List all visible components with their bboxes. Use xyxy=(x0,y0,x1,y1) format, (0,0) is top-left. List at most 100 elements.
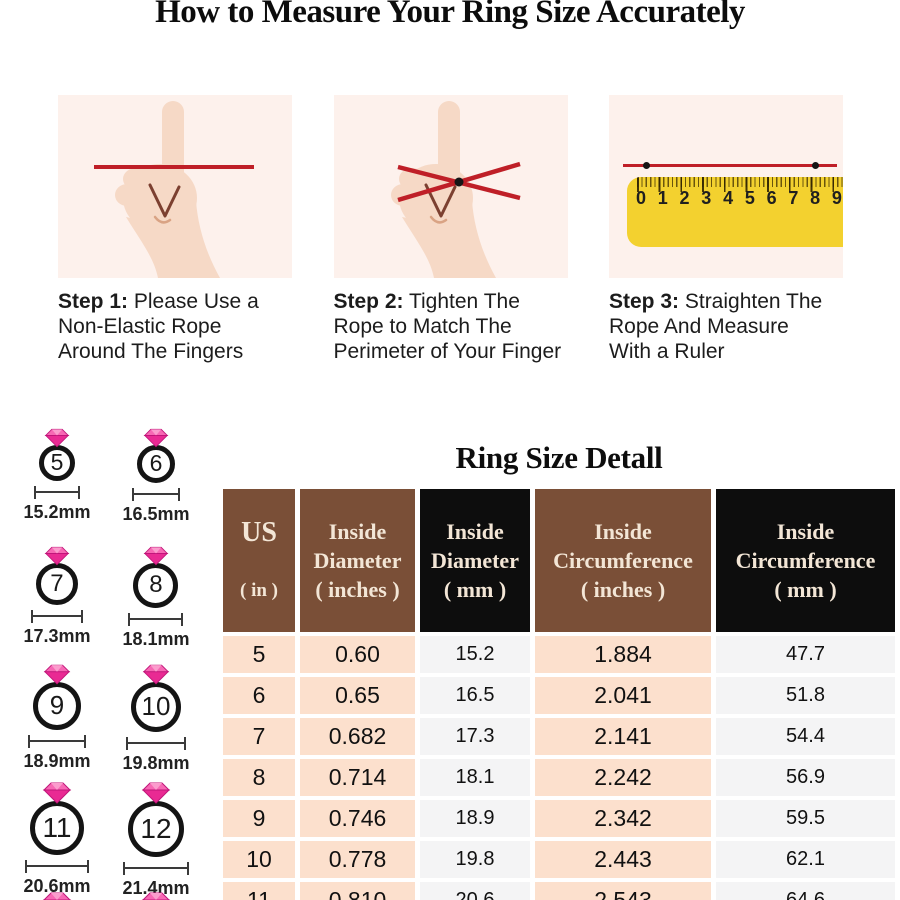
table-row: 9 0.746 18.9 2.342 59.5 xyxy=(223,799,895,837)
hand-illustration xyxy=(115,100,220,278)
step-1-illustration-panel xyxy=(58,94,292,278)
ring-circle: 12 xyxy=(127,800,184,857)
cell-us: 11 xyxy=(223,881,295,900)
ruler-number: 4 xyxy=(723,187,734,208)
cell-diameter-mm: 16.5 xyxy=(420,676,530,714)
ruler-number: 6 xyxy=(766,187,777,208)
ring-circle: 9 xyxy=(32,681,81,730)
ring-diameter-label: 17.3mm xyxy=(23,625,91,646)
step-3-text: Straighten The Rope And Measure With a R… xyxy=(609,289,823,363)
ring-circle: 7 xyxy=(35,562,78,605)
table-row: 7 0.682 17.3 2.141 54.4 xyxy=(223,717,895,755)
cell-diameter-inches: 0.65 xyxy=(300,676,415,714)
diameter-bracket xyxy=(125,736,186,750)
thumb-crease xyxy=(429,215,447,224)
cell-diameter-inches: 0.682 xyxy=(300,717,415,755)
column-header-inside-circumference-mm: Inside Circumference ( mm ) xyxy=(716,488,895,632)
cell-us: 10 xyxy=(223,840,295,878)
ruler-number: 5 xyxy=(744,187,755,208)
step-2-text: Tighten The Rope to Match The Perimeter … xyxy=(333,289,562,363)
cell-circumference-inches: 1.884 xyxy=(535,635,711,673)
cell-us: 5 xyxy=(223,635,295,673)
ring-illustration-row: 11 20.6mm 12 21.4mm xyxy=(0,782,218,900)
ring-size-10: 10 19.8mm xyxy=(122,664,190,774)
cell-us: 7 xyxy=(223,717,295,755)
measuring-steps: Step 1: Please Use a Non-Elastic Rope Ar… xyxy=(0,94,900,385)
step-2: Step 2: Tighten The Rope to Match The Pe… xyxy=(333,94,568,385)
column-header-inside-diameter-mm: Inside Diameter ( mm ) xyxy=(420,488,530,632)
diamond-icon xyxy=(143,546,169,565)
size-chart: Ring Size Detall US ( in ) Inside Diamet… xyxy=(218,413,900,900)
ring-size-number: 6 xyxy=(149,450,163,477)
cell-diameter-mm: 18.9 xyxy=(420,799,530,837)
ring-diameter-label: 21.4mm xyxy=(122,877,190,898)
cell-diameter-mm: 15.2 xyxy=(420,635,530,673)
step-2-caption: Step 2: Tighten The Rope to Match The Pe… xyxy=(334,289,593,364)
ring-size-8: 8 18.1mm xyxy=(122,546,190,650)
ring-diameter-label: 16.5mm xyxy=(122,503,190,524)
diamond-icon xyxy=(44,546,70,565)
ruler-number: 2 xyxy=(679,187,690,208)
step-1-text: Please Use a Non-Elastic Rope Around The… xyxy=(58,289,259,363)
ring-size-number: 8 xyxy=(149,571,163,599)
cell-us: 6 xyxy=(223,676,295,714)
ring-size-number: 9 xyxy=(49,690,65,721)
ring-diameter-label: 19.8mm xyxy=(122,752,190,773)
cell-circumference-mm: 47.7 xyxy=(716,635,895,673)
size-chart-title: Ring Size Detall xyxy=(455,439,663,475)
cell-diameter-mm: 17.3 xyxy=(420,717,530,755)
cell-diameter-mm: 20.6 xyxy=(420,881,530,900)
finger-crease xyxy=(424,183,456,218)
diamond-icon xyxy=(42,782,72,804)
rope-end-dot xyxy=(812,161,819,169)
cell-circumference-inches: 2.342 xyxy=(535,799,711,837)
diamond-icon xyxy=(142,664,170,685)
step-3: 0 1 2 3 4 5 6 7 8 9 Step 3: Straighten T… xyxy=(609,94,843,385)
ring-size-12: 12 21.4mm xyxy=(122,782,190,899)
step-2-illustration-panel xyxy=(333,94,568,278)
step-1-caption: Step 1: Please Use a Non-Elastic Rope Ar… xyxy=(58,289,317,364)
ring-illustration-row: 9 18.9mm 10 19.8mm xyxy=(0,664,218,782)
cell-circumference-inches: 2.443 xyxy=(535,840,711,878)
rope-line xyxy=(623,163,837,168)
rope-knot-dot xyxy=(454,177,463,187)
step-3-caption: Step 3: Straighten The Rope And Measure … xyxy=(609,289,868,364)
column-header-inside-diameter-inches: Inside Diameter ( inches ) xyxy=(300,488,415,632)
diameter-bracket xyxy=(128,612,184,626)
rope-end-dot xyxy=(643,161,650,169)
cell-diameter-inches: 0.714 xyxy=(300,758,415,796)
ring-diameter-label: 18.1mm xyxy=(122,628,190,649)
cell-circumference-inches: 2.141 xyxy=(535,717,711,755)
cell-diameter-inches: 0.746 xyxy=(300,799,415,837)
cell-circumference-mm: 62.1 xyxy=(716,840,895,878)
table-header-row: US ( in ) Inside Diameter ( inches ) Ins… xyxy=(223,488,895,632)
cell-circumference-inches: 2.041 xyxy=(535,676,711,714)
ring-size-number: 12 xyxy=(140,812,172,844)
diamond-icon xyxy=(141,782,171,804)
ring-diameter-label: 15.2mm xyxy=(23,501,91,522)
table-row: 8 0.714 18.1 2.242 56.9 xyxy=(223,758,895,796)
hand-with-tightened-rope-illustration xyxy=(390,100,521,278)
ruler-number: 7 xyxy=(788,187,799,208)
ring-size-number: 10 xyxy=(141,691,171,722)
diameter-bracket xyxy=(27,734,86,748)
ruler-illustration: 0 1 2 3 4 5 6 7 8 9 xyxy=(627,176,843,247)
cell-us: 9 xyxy=(223,799,295,837)
ruler-number: 0 xyxy=(636,187,647,208)
cell-circumference-mm: 64.6 xyxy=(716,881,895,900)
column-header-inside-circumference-inches: Inside Circumference ( inches ) xyxy=(535,488,711,632)
cell-diameter-mm: 18.1 xyxy=(420,758,530,796)
ring-circle: 5 xyxy=(38,444,75,481)
ruler-number: 1 xyxy=(657,187,668,208)
diamond-icon xyxy=(44,428,70,447)
table-row: 6 0.65 16.5 2.041 51.8 xyxy=(223,676,895,714)
table-row: 10 0.778 19.8 2.443 62.1 xyxy=(223,840,895,878)
column-header-us-line1: US xyxy=(241,516,277,548)
ruler-number: 8 xyxy=(810,187,821,208)
cell-circumference-mm: 56.9 xyxy=(716,758,895,796)
ring-size-number: 5 xyxy=(50,449,64,476)
ring-diameter-label: 18.9mm xyxy=(23,750,91,771)
ring-illustration-row: 7 17.3mm 8 18.1mm xyxy=(0,546,218,664)
cell-diameter-inches: 0.778 xyxy=(300,840,415,878)
diameter-bracket xyxy=(24,859,89,873)
